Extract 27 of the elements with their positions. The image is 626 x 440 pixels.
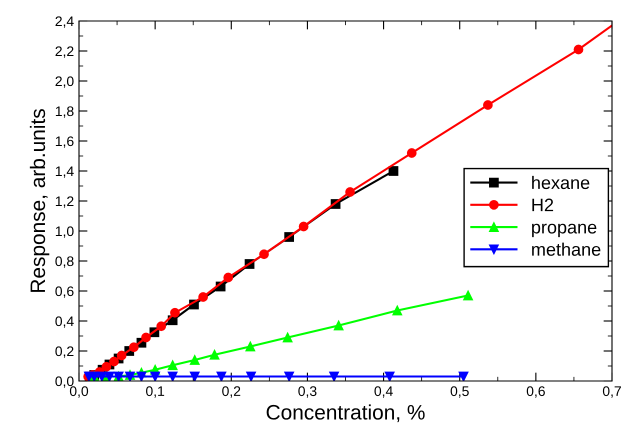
x-axis-title: Concentration, %: [266, 404, 425, 422]
y-tick-label: 2,4: [56, 16, 74, 28]
legend-label: propane: [532, 224, 596, 238]
y-tick-label: 0,4: [55, 316, 74, 328]
x-tick-label: 0,2: [222, 386, 240, 398]
x-tick-label: 0,5: [450, 386, 469, 398]
y-tick-label: 0,0: [55, 376, 74, 388]
x-tick-label: 0,1: [146, 386, 164, 398]
x-tick-label: 0,0: [70, 386, 88, 398]
y-axis-title: Response, arb.units: [30, 109, 50, 292]
y-tick-label: 0,8: [55, 256, 74, 268]
y-tick-label: 1,2: [56, 196, 74, 208]
legend-label: H2: [532, 198, 554, 212]
legend-label: methane: [532, 242, 600, 256]
x-tick-label: 0,4: [374, 386, 393, 398]
y-tick-label: 2,2: [56, 46, 74, 58]
y-tick-label: 1,8: [56, 106, 74, 118]
y-tick-label: 1,0: [56, 226, 74, 238]
y-tick-label: 1,6: [56, 136, 74, 148]
x-tick-label: 0,7: [602, 386, 621, 398]
y-tick-label: 2,0: [56, 76, 74, 88]
y-tick-label: 0,6: [55, 286, 74, 298]
x-tick-label: 0,3: [298, 386, 316, 398]
legend-label: hexane: [532, 176, 590, 190]
y-tick-label: 1,4: [56, 166, 74, 178]
x-tick-label: 0,6: [526, 386, 545, 398]
y-tick-label: 0,2: [55, 346, 74, 358]
